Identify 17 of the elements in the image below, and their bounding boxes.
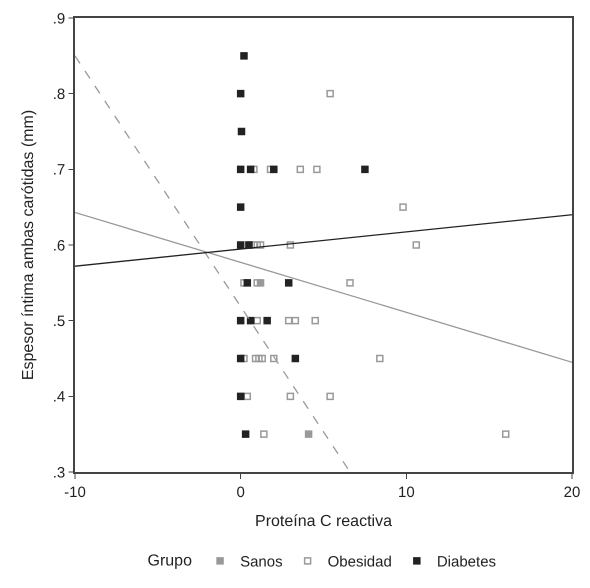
legend-label: Obesidad <box>328 554 392 571</box>
y-tick-label: .8 <box>52 86 66 103</box>
legend-title: Grupo <box>148 552 192 570</box>
x-tick-label: 20 <box>564 484 580 501</box>
legend-label: Diabetes <box>436 554 496 571</box>
y-tick-label: .9 <box>52 10 66 28</box>
y-tick-label: .6 <box>52 237 66 254</box>
y-axis-title: Espesor íntima ambas carótidas (mm) <box>20 110 38 380</box>
x-tick-label: 0 <box>236 484 245 501</box>
y-tick-label: .3 <box>52 464 66 482</box>
x-tick-label: -10 <box>64 484 86 501</box>
y-tick-label: .7 <box>52 162 66 179</box>
x-axis-title: Proteína C reactiva <box>255 512 392 530</box>
legend-label: Sanos <box>240 554 283 571</box>
x-tick-label: 10 <box>398 484 415 501</box>
y-tick-label: .5 <box>52 312 66 330</box>
y-tick-label: .4 <box>52 388 66 406</box>
